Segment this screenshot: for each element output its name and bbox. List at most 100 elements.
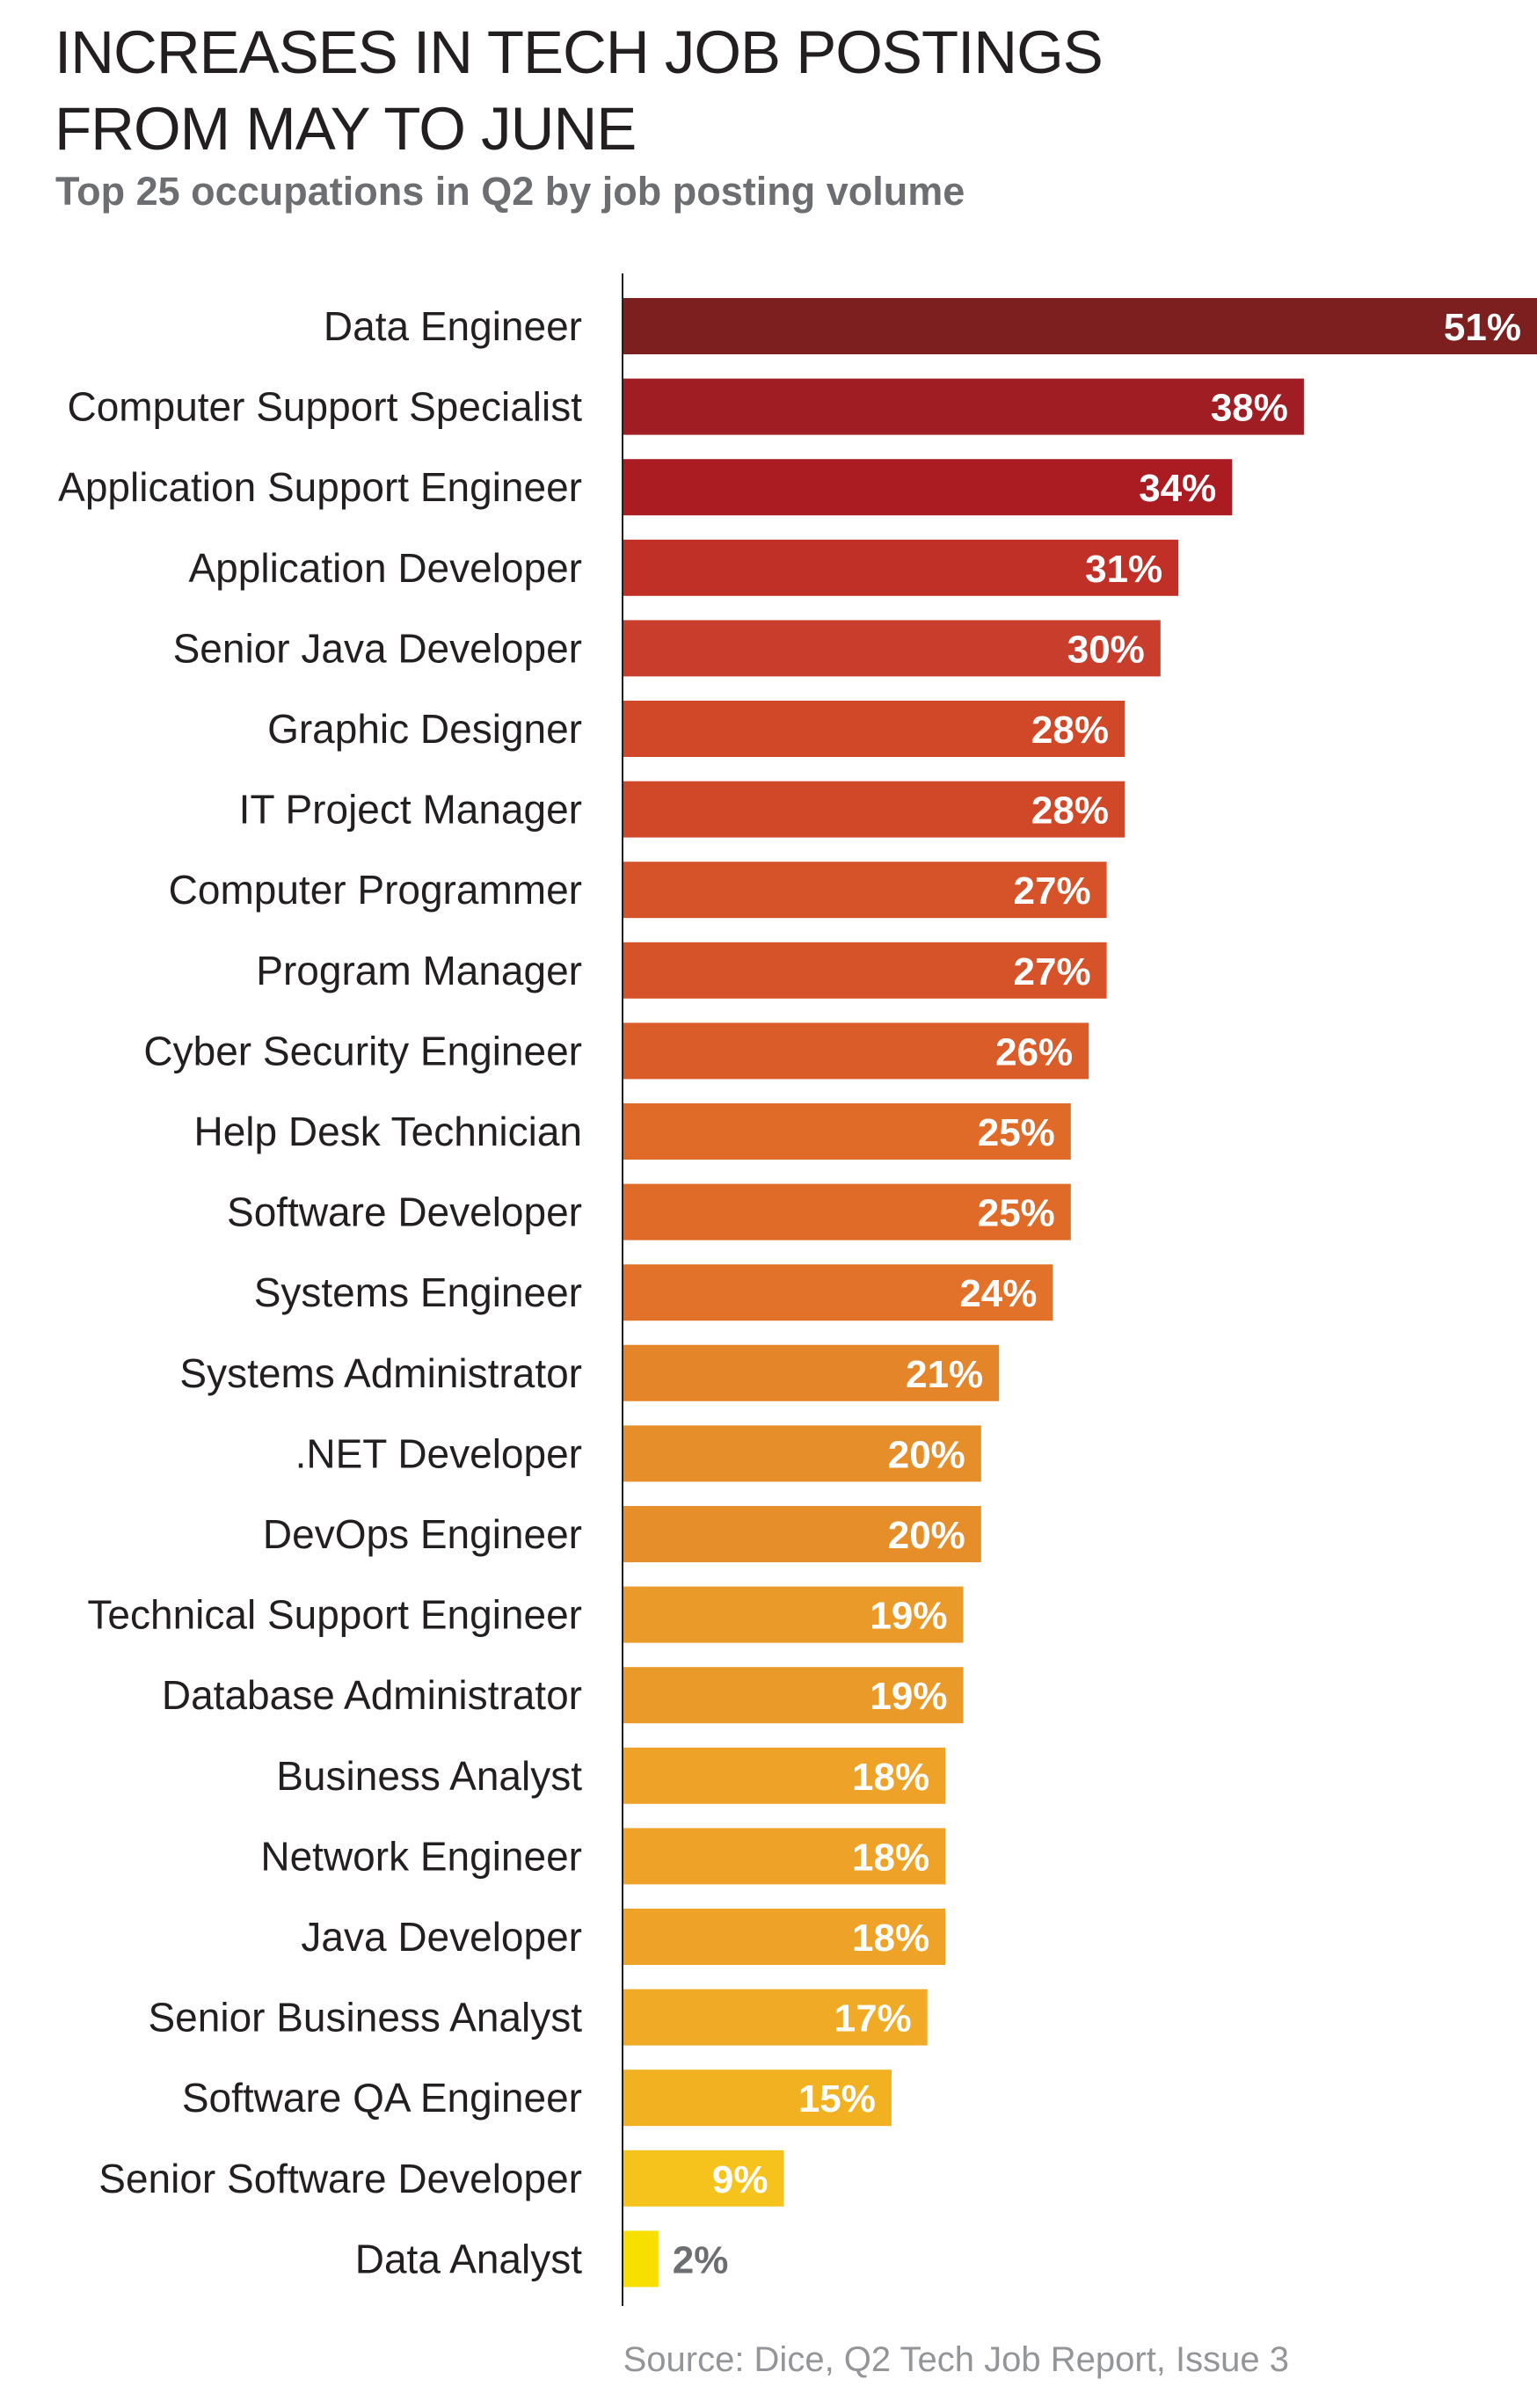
- bar-row: .NET Developer 20%: [295, 1425, 981, 1482]
- value-label: 34%: [1139, 467, 1216, 510]
- value-label: 2%: [673, 2238, 729, 2281]
- bar-row: Senior Software Developer 9%: [98, 2150, 784, 2207]
- value-label: 27%: [1014, 869, 1091, 913]
- category-label: Cyber Security Engineer: [143, 1028, 582, 1073]
- category-label: Data Engineer: [324, 303, 582, 349]
- chart-title-line-1: INCREASES IN TECH JOB POSTINGS: [55, 18, 1104, 86]
- category-label: Senior Software Developer: [98, 2156, 582, 2201]
- bar: [623, 1747, 946, 1804]
- value-label: 17%: [834, 1997, 912, 2041]
- bar-row: Technical Support Engineer 19%: [87, 1586, 964, 1643]
- category-label: Graphic Designer: [267, 706, 582, 752]
- bar: [623, 2230, 659, 2288]
- bar-row: Senior Business Analyst 17%: [149, 1989, 928, 2046]
- bar-row: Application Developer 31%: [189, 539, 1179, 596]
- value-label: 20%: [888, 1514, 965, 1557]
- bar-row: Business Analyst 18%: [276, 1747, 946, 1804]
- bar-row: Program Manager 27%: [256, 942, 1107, 999]
- bar: [623, 1828, 946, 1885]
- bar-row: Data Engineer 51%: [324, 298, 1537, 354]
- bar: [623, 1344, 1000, 1401]
- bar: [623, 701, 1125, 757]
- bar: [623, 1586, 964, 1643]
- bar-row: Senior Java Developer 30%: [173, 620, 1161, 677]
- category-label: Data Analyst: [355, 2236, 582, 2281]
- category-label: Application Developer: [189, 545, 583, 591]
- bar-row: Java Developer 18%: [301, 1909, 946, 1965]
- bar-row: Network Engineer 18%: [260, 1828, 946, 1885]
- category-label: Business Analyst: [276, 1753, 582, 1799]
- value-label: 21%: [906, 1353, 983, 1396]
- value-label: 28%: [1031, 789, 1109, 833]
- value-label: 51%: [1444, 306, 1521, 349]
- category-label: Senior Business Analyst: [149, 1995, 583, 2041]
- category-label: Senior Java Developer: [173, 625, 582, 671]
- bar: [623, 942, 1107, 999]
- chart-subtitle: Top 25 occupations in Q2 by job posting …: [55, 169, 965, 214]
- bar-row: Systems Administrator 21%: [179, 1344, 1000, 1401]
- bar-row: Software Developer 25%: [227, 1183, 1071, 1240]
- bar: [623, 2150, 784, 2207]
- category-label: Computer Programmer: [169, 867, 582, 913]
- value-label: 25%: [978, 1192, 1055, 1235]
- value-label: 18%: [852, 1756, 929, 1799]
- category-label: Computer Support Specialist: [67, 384, 582, 430]
- value-label: 20%: [888, 1433, 965, 1476]
- bar-row: Systems Engineer 24%: [254, 1264, 1053, 1321]
- bar-row: Software QA Engineer 15%: [182, 2070, 892, 2127]
- category-label: Technical Support Engineer: [87, 1592, 582, 1638]
- bar: [623, 459, 1233, 516]
- value-label: 18%: [852, 1836, 929, 1879]
- bar: [623, 1264, 1053, 1321]
- bar-row: Help Desk Technician 25%: [194, 1103, 1071, 1160]
- category-label: IT Project Manager: [239, 787, 582, 833]
- bars-layer: Data Engineer 51% Computer Support Special…: [58, 298, 1537, 2288]
- category-label: DevOps Engineer: [263, 1511, 582, 1557]
- category-label: .NET Developer: [295, 1430, 582, 1476]
- category-label: Database Administrator: [162, 1672, 582, 1718]
- bar-row: IT Project Manager 28%: [239, 781, 1125, 838]
- value-label: 18%: [852, 1917, 929, 1960]
- value-label: 31%: [1085, 548, 1162, 591]
- bar: [623, 1103, 1071, 1160]
- category-label: Java Developer: [301, 1914, 582, 1960]
- bar: [623, 1425, 981, 1482]
- chart-title: INCREASES IN TECH JOB POSTINGS FROM MAY …: [55, 14, 1497, 167]
- value-label: 38%: [1211, 387, 1288, 430]
- bar: [623, 1989, 928, 2046]
- value-label: 15%: [798, 2077, 876, 2121]
- value-label: 26%: [995, 1030, 1073, 1073]
- bar-row: Application Support Engineer 34%: [58, 459, 1233, 516]
- bar-row: Computer Programmer 27%: [169, 862, 1107, 919]
- value-label: 28%: [1031, 709, 1109, 752]
- category-label: Software Developer: [227, 1189, 582, 1235]
- bar: [623, 862, 1107, 919]
- value-label: 30%: [1067, 628, 1145, 671]
- value-label: 9%: [712, 2158, 768, 2201]
- source-note: Source: Dice, Q2 Tech Job Report, Issue …: [623, 2340, 1289, 2379]
- bar-row: Data Analyst 2%: [355, 2230, 729, 2288]
- bar: [623, 378, 1304, 435]
- bar: [623, 1506, 981, 1562]
- category-label: Systems Engineer: [254, 1269, 582, 1315]
- bar-row: Cyber Security Engineer 26%: [143, 1022, 1089, 1080]
- value-label: 19%: [870, 1675, 947, 1718]
- bar: [623, 2070, 892, 2127]
- category-label: Network Engineer: [260, 1833, 582, 1879]
- category-label: Program Manager: [256, 948, 582, 993]
- value-label: 24%: [959, 1272, 1037, 1315]
- bar-row: Database Administrator 19%: [162, 1667, 964, 1724]
- bar: [623, 1667, 964, 1724]
- bar-row: Graphic Designer 28%: [267, 701, 1125, 757]
- category-label: Application Support Engineer: [58, 464, 582, 510]
- bar-row: Computer Support Specialist 38%: [67, 378, 1304, 435]
- bar: [623, 1022, 1089, 1080]
- bar: [623, 781, 1125, 838]
- bar: [623, 298, 1537, 354]
- category-label: Software QA Engineer: [182, 2075, 582, 2121]
- bar-row: DevOps Engineer 20%: [263, 1506, 981, 1562]
- value-label: 25%: [978, 1111, 1055, 1154]
- bar: [623, 1909, 946, 1965]
- category-label: Systems Administrator: [179, 1350, 582, 1396]
